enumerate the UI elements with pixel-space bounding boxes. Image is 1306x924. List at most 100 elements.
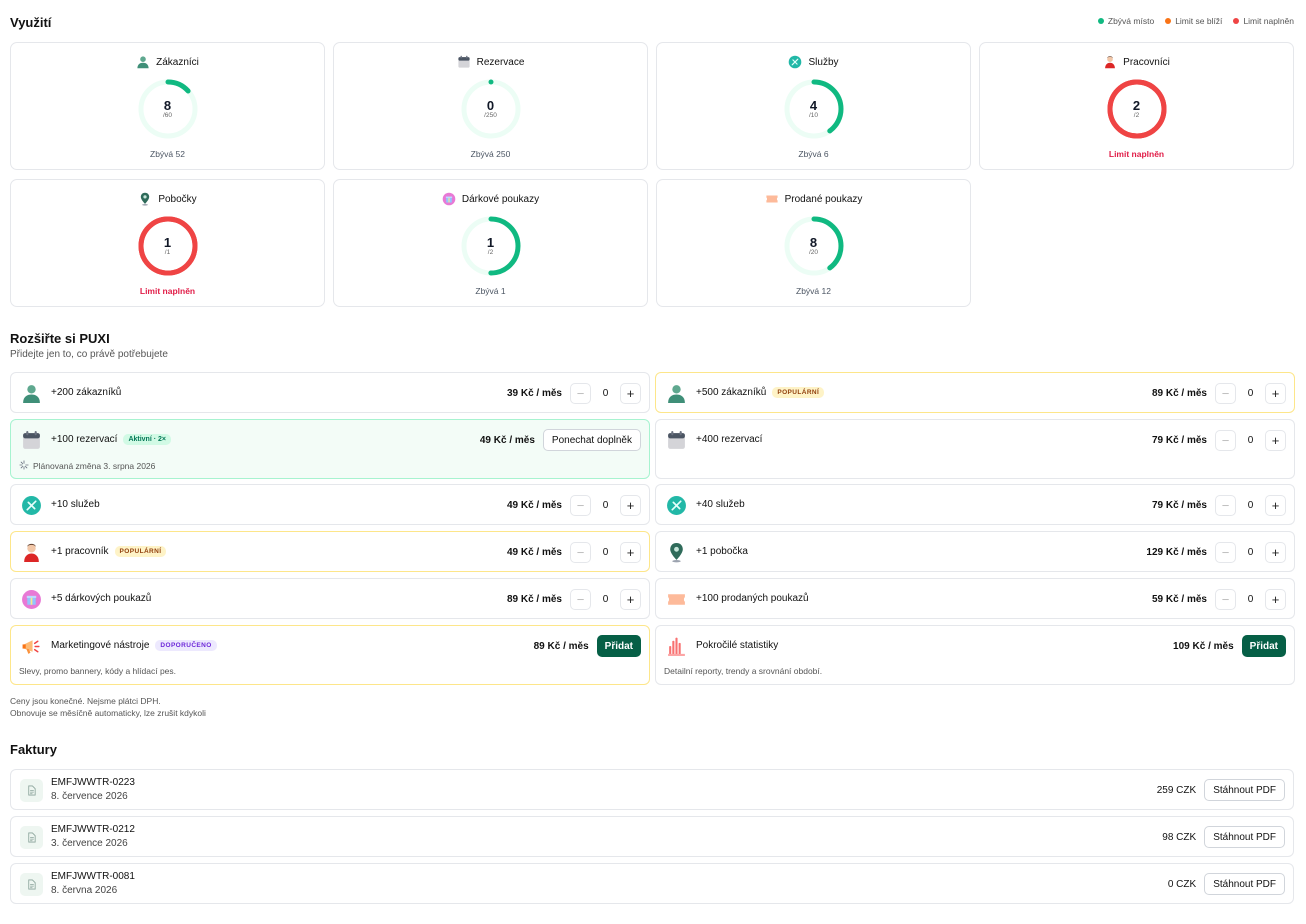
usage-value: 8: [809, 234, 818, 250]
usage-card-3: Služby 4 /10 Zbývá 6: [656, 42, 971, 170]
usage-legend: Zbývá místo Limit se blíží Limit naplněn: [1097, 16, 1294, 26]
usage-ring-arc: [1107, 79, 1166, 139]
usage-limit: /20: [808, 248, 819, 256]
addon-name-row: +100 prodaných poukazů: [696, 593, 809, 604]
download-pdf-button[interactable]: Stáhnout PDF: [1204, 826, 1285, 848]
addon-description: Slevy, promo bannery, kódy a hlídací pes…: [19, 666, 177, 676]
addon-price: 49 Kč / měs: [506, 499, 562, 511]
decrement-button[interactable]: −: [1215, 382, 1236, 404]
invoice-date: 8. července 2026: [51, 791, 128, 802]
addon-controls: 39 Kč / měs − 0 +: [507, 382, 641, 404]
document-icon: [20, 779, 43, 802]
addon-name-row: Marketingové nástroje DOPORUČENO: [51, 640, 217, 651]
increment-button[interactable]: +: [620, 494, 641, 516]
download-pdf-button[interactable]: Stáhnout PDF: [1204, 779, 1285, 801]
quantity-value: 0: [602, 593, 609, 605]
usage-limit: /1: [164, 248, 171, 256]
add-addon-button[interactable]: Přidat: [1241, 635, 1286, 657]
addon-name: +1 pracovník: [51, 546, 109, 557]
usage-value: 2: [1132, 97, 1141, 113]
decrement-button[interactable]: −: [1215, 429, 1236, 451]
location-pin-icon: [666, 542, 687, 563]
usage-ring-arc: [461, 216, 520, 276]
increment-button[interactable]: +: [1265, 382, 1286, 404]
invoice-actions: 98 CZK Stáhnout PDF: [1162, 826, 1285, 848]
addon-controls: 79 Kč / měs − 0 +: [1152, 429, 1286, 451]
usage-status: Limit naplněn: [139, 286, 196, 296]
usage-card-title: Pobočky: [158, 193, 197, 205]
increment-button[interactable]: +: [620, 588, 641, 610]
usage-card-title: Dárkové poukazy: [461, 193, 540, 205]
usage-status: Zbývá 12: [796, 286, 831, 296]
addon-name: +1 pobočka: [696, 546, 748, 557]
usage-ring: [461, 216, 520, 276]
addon-price: 89 Kč / měs: [506, 593, 562, 605]
legend-dot: [1233, 18, 1240, 24]
addon-price: 89 Kč / měs: [533, 640, 589, 652]
usage-status: Zbývá 1: [475, 286, 506, 296]
addon-card-6: +40 služeb 79 Kč / měs − 0 +: [655, 484, 1295, 525]
addon-price: 59 Kč / měs: [1151, 593, 1207, 605]
increment-button[interactable]: +: [1265, 494, 1286, 516]
decrement-button[interactable]: −: [570, 494, 591, 516]
usage-value: 8: [163, 97, 172, 113]
usage-ring: [461, 79, 520, 139]
addon-name: +10 služeb: [51, 499, 100, 510]
addon-name: +100 rezervací: [51, 434, 118, 445]
invoice-number: EMFJWWTR-0212: [51, 824, 135, 835]
usage-card-6: Dárkové poukazy 1 /2 Zbývá 1: [333, 179, 648, 307]
addon-name: +40 služeb: [696, 499, 745, 510]
legend-item-near: Limit se blíží: [1165, 16, 1222, 26]
increment-button[interactable]: +: [620, 541, 641, 563]
usage-status: Zbývá 250: [470, 149, 511, 159]
calendar-icon: [21, 430, 42, 451]
increment-button[interactable]: +: [1265, 429, 1286, 451]
addon-controls: 49 Kč / měs Ponechat doplněk: [480, 429, 641, 451]
usage-title: Využití: [10, 15, 52, 30]
scheduled-change-text: Plánovaná změna 3. srpna 2026: [33, 461, 156, 471]
addon-price: 109 Kč / měs: [1173, 640, 1234, 652]
decrement-button[interactable]: −: [570, 382, 591, 404]
addon-price: 89 Kč / měs: [1151, 387, 1207, 399]
addon-name: +100 prodaných poukazů: [696, 593, 809, 604]
addon-name-row: +100 rezervací Aktivní · 2×: [51, 434, 171, 445]
addon-controls: 49 Kč / měs − 0 +: [507, 494, 641, 516]
invoice-row: EMFJWWTR-0223 8. července 2026 259 CZK S…: [10, 769, 1294, 810]
usage-ring-center: 0 /250: [459, 77, 523, 141]
legend-label: Zbývá místo: [1107, 16, 1155, 26]
keep-addon-button[interactable]: Ponechat doplněk: [542, 429, 641, 451]
decrement-button[interactable]: −: [570, 588, 591, 610]
decrement-button[interactable]: −: [1215, 588, 1236, 610]
decrement-button[interactable]: −: [1215, 494, 1236, 516]
legend-item-full: Limit naplněn: [1233, 16, 1294, 26]
invoice-amount: 259 CZK: [1156, 784, 1197, 796]
worker-icon: [1103, 55, 1117, 69]
addon-controls: 89 Kč / měs − 0 +: [507, 588, 641, 610]
addon-name-row: +5 dárkových poukazů: [51, 593, 151, 604]
addon-controls: 89 Kč / měs − 0 +: [1152, 382, 1286, 404]
scheduled-change: Plánovaná změna 3. srpna 2026: [19, 460, 155, 472]
document-icon: [20, 873, 43, 896]
download-pdf-button[interactable]: Stáhnout PDF: [1204, 873, 1285, 895]
invoice-date: 3. července 2026: [51, 838, 128, 849]
usage-card-7: Prodané poukazy 8 /20 Zbývá 12: [656, 179, 971, 307]
popular-badge: POPULÁRNÍ: [772, 387, 825, 398]
decrement-button[interactable]: −: [1215, 541, 1236, 563]
quantity-value: 0: [1247, 593, 1254, 605]
add-addon-button[interactable]: Přidat: [596, 635, 641, 657]
addon-controls: 89 Kč / měs Přidat: [534, 635, 641, 657]
usage-card-title: Služby: [808, 56, 839, 68]
decrement-button[interactable]: −: [570, 541, 591, 563]
addon-name: +400 rezervací: [696, 434, 763, 445]
addon-price: 129 Kč / měs: [1146, 546, 1207, 558]
addon-card-10: +100 prodaných poukazů 59 Kč / měs − 0 +: [655, 578, 1295, 619]
addon-name-row: +500 zákazníků POPULÁRNÍ: [696, 387, 825, 398]
increment-button[interactable]: +: [1265, 541, 1286, 563]
increment-button[interactable]: +: [1265, 588, 1286, 610]
usage-card-header: Dárkové poukazy: [334, 192, 647, 206]
usage-value: 0: [486, 97, 495, 113]
increment-button[interactable]: +: [620, 382, 641, 404]
extend-title: Rozšiřte si PUXI: [10, 331, 110, 346]
usage-card-header: Pracovníci: [980, 55, 1293, 69]
usage-ring-arc: [138, 216, 197, 276]
